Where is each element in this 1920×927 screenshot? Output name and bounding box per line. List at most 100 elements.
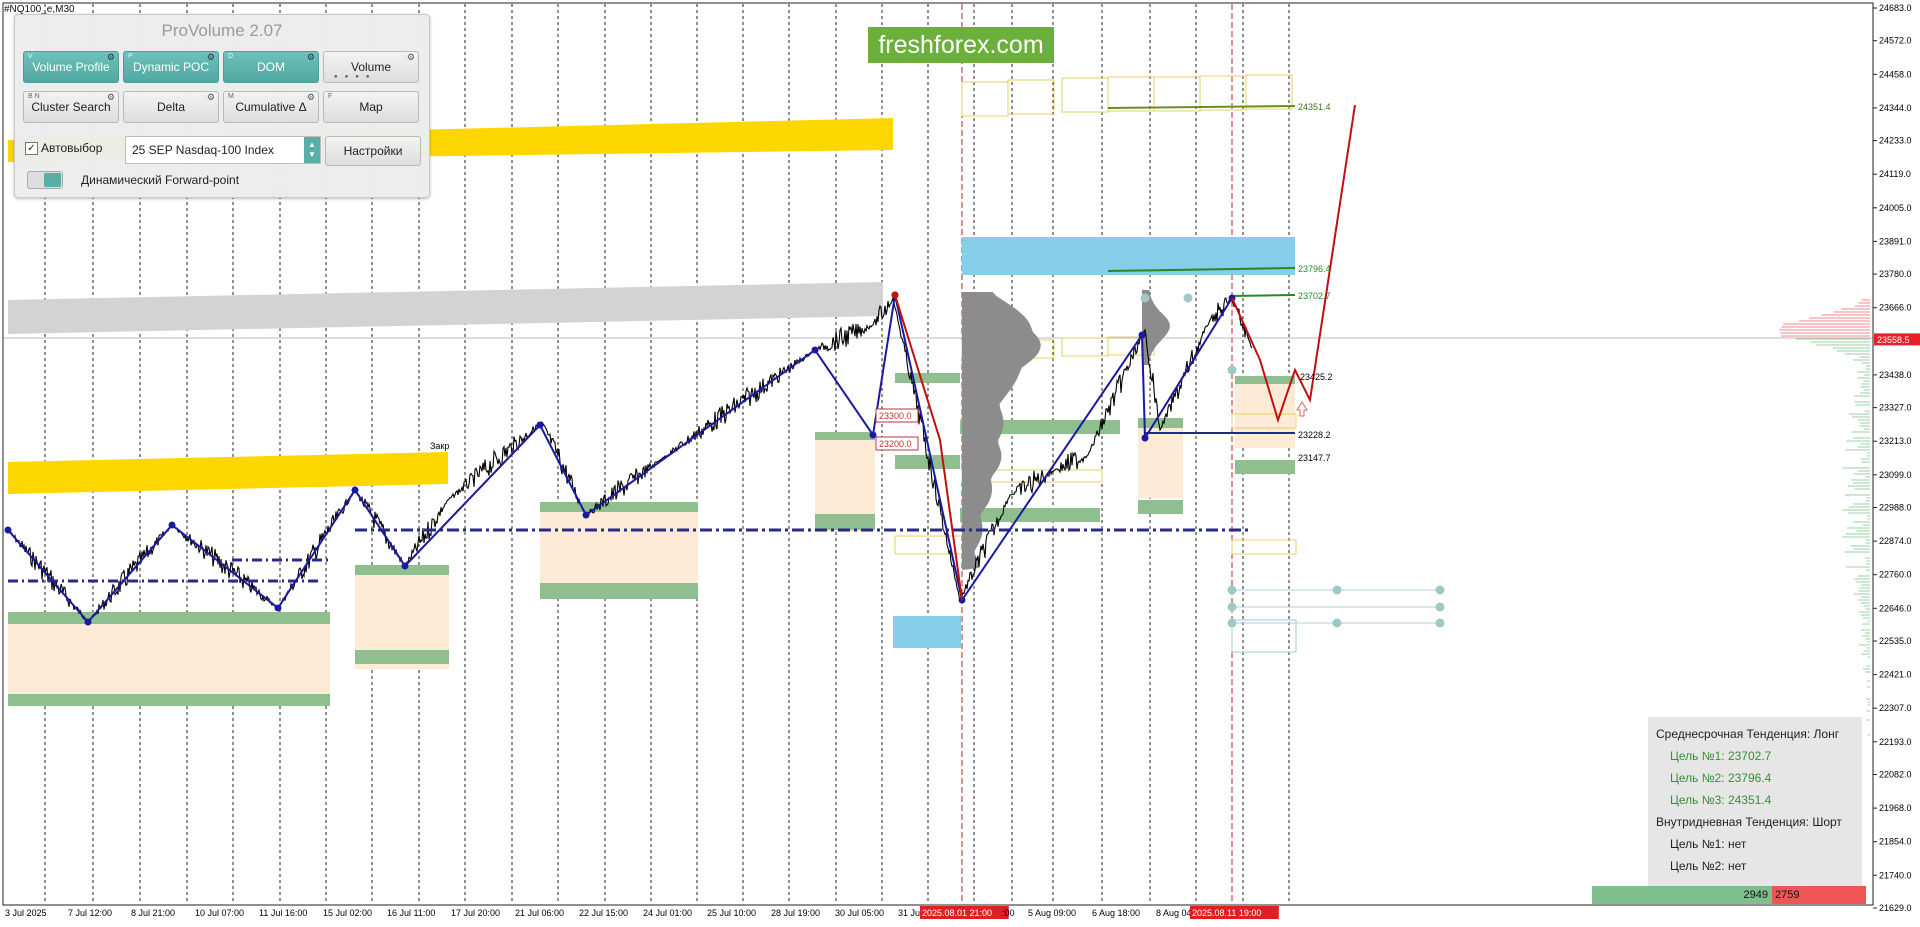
dynamic-poc-button[interactable]: P ⚙ Dynamic POC — [123, 51, 219, 83]
time-label: 2025.08.11 19:00 — [1192, 908, 1261, 918]
time-label: 6 Aug 18:00 — [1092, 908, 1140, 918]
value-area — [8, 620, 330, 700]
forward-point-toggle[interactable] — [27, 171, 63, 189]
zigzag-node — [1142, 435, 1149, 442]
intraday-target-1: Цель №1: нет — [1670, 837, 1746, 851]
sell-volume-bar: 2759 — [1772, 886, 1866, 904]
price-tick-label: 23438.0 — [1879, 370, 1912, 380]
price-tick-label: 22760.0 — [1879, 570, 1912, 580]
handle-dot — [1436, 619, 1445, 628]
intraday-target-2: Цель №2: нет — [1670, 859, 1746, 873]
forward-point-label: Динамический Forward-point — [81, 173, 239, 187]
price-tick-label: 23099.0 — [1879, 470, 1912, 480]
gear-icon[interactable]: ⚙ — [307, 92, 315, 103]
delta-label: Delta — [157, 100, 185, 114]
price-tick-label: 22421.0 — [1879, 670, 1912, 680]
provolume-panel: ProVolume 2.07 V ⚙ Volume Profile P ⚙ Dy… — [14, 14, 430, 198]
level-label-24351: 24351.4 — [1298, 102, 1331, 112]
map-button[interactable]: F Map — [323, 91, 419, 123]
level-label-23702: 23702.7 — [1298, 291, 1331, 301]
volume-profile-label: Volume Profile — [32, 60, 109, 74]
dynamic-poc-label: Dynamic POC — [133, 60, 209, 74]
settings-button[interactable]: Настройки — [325, 136, 421, 166]
value-area — [1235, 378, 1295, 448]
price-tick-label: 23666.0 — [1879, 303, 1912, 313]
instrument-select[interactable]: 25 SEP Nasdaq-100 Index ▲ ▼ — [125, 136, 321, 164]
hotkey-label: F — [328, 93, 332, 100]
vah-line — [8, 612, 330, 624]
level-label-23425: 23425.2 — [1300, 372, 1333, 382]
zigzag-node — [5, 527, 12, 534]
cluster-search-button[interactable]: B N ⚙ Cluster Search — [23, 91, 119, 123]
price-tick-label: 23891.0 — [1879, 236, 1912, 246]
val-line — [815, 514, 875, 530]
toggle-knob[interactable] — [44, 173, 61, 187]
cluster-search-label: Cluster Search — [31, 100, 110, 114]
settings-label: Настройки — [344, 144, 403, 158]
vah-line — [540, 502, 698, 512]
price-tick-label: 24572.0 — [1879, 36, 1912, 46]
gear-icon[interactable]: ⚙ — [107, 92, 115, 103]
price-tick-label: 22535.0 — [1879, 636, 1912, 646]
gear-icon[interactable]: ⚙ — [307, 52, 315, 63]
handle-dot — [1228, 586, 1237, 595]
cumulative-delta-button[interactable]: M ⚙ Cumulative Δ — [223, 91, 319, 123]
level-label-23796: 23796.4 — [1298, 264, 1331, 274]
zigzag-node — [402, 563, 409, 570]
autoselect-checkbox[interactable]: ✓ Автовыбор — [25, 141, 102, 155]
price-tag-23300: 23300.0 — [879, 411, 912, 421]
hotkey-label: V — [28, 53, 33, 60]
handle-dot — [1436, 603, 1445, 612]
zigzag-node — [870, 432, 877, 439]
checkmark-icon[interactable]: ✓ — [25, 142, 38, 155]
sell-volume-value: 2759 — [1775, 889, 1799, 901]
gear-icon[interactable]: ⚙ — [207, 52, 215, 63]
price-tick-label: 22193.0 — [1879, 737, 1912, 747]
time-label: 30 Jul 05:00 — [835, 908, 884, 918]
gear-icon[interactable]: ⚙ — [407, 52, 415, 63]
level-label-23147: 23147.7 — [1298, 453, 1331, 463]
time-label: 5 Aug 09:00 — [1028, 908, 1076, 918]
intraday-trend-title: Внутридневная Тенденция: Шорт — [1656, 815, 1842, 829]
time-label: 16 Jul 11:00 — [387, 908, 435, 918]
price-tick-label: 21629.0 — [1879, 903, 1912, 913]
time-label: 22 Jul 15:00 — [579, 908, 628, 918]
price-tick-label: 24233.0 — [1879, 136, 1912, 146]
price-tick-label: 22307.0 — [1879, 703, 1912, 713]
val-line — [355, 650, 449, 664]
spinner-arrows-icon[interactable]: ▲ ▼ — [304, 137, 320, 163]
gear-icon[interactable]: ⚙ — [207, 92, 215, 103]
zigzag-node — [1139, 332, 1146, 339]
midterm-trend-title: Среднесрочная Тенденция: Лонг — [1656, 727, 1839, 741]
time-label: :00 — [1002, 908, 1015, 918]
price-tick-label: 24005.0 — [1879, 203, 1912, 213]
val-line — [1235, 460, 1295, 474]
time-axis: 3 Jul 2025 7 Jul 12:00 8 Jul 21:00 10 Jul 0… — [5, 906, 1279, 919]
val-line — [8, 694, 330, 706]
gear-icon[interactable]: ⚙ — [107, 52, 115, 63]
price-tick-label: 24344.0 — [1879, 103, 1912, 113]
time-label: 7 Jul 12:00 — [68, 908, 112, 918]
time-label: 28 Jul 19:00 — [771, 908, 820, 918]
midterm-target-1: Цель №1: 23702.7 — [1670, 749, 1771, 763]
volume-button[interactable]: ⚙ Volume ●●●● — [323, 51, 419, 83]
price-tick-label: 23327.0 — [1879, 403, 1912, 413]
time-label: 2025.08.01 21:00 — [922, 908, 992, 918]
current-price-label: 23558.5 — [1877, 335, 1910, 345]
delta-button[interactable]: ⚙ Delta — [123, 91, 219, 123]
price-tick-label: 22988.0 — [1879, 503, 1912, 513]
buy-volume-value: 2949 — [1744, 889, 1768, 901]
time-label: 17 Jul 20:00 — [451, 908, 500, 918]
handle-dot — [1228, 603, 1237, 612]
price-tick-label: 23780.0 — [1879, 269, 1912, 279]
buy-volume-bar: 2949 — [1592, 886, 1772, 904]
dom-button[interactable]: D ⚙ DOM — [223, 51, 319, 83]
price-axis: 24683.024572.024458.024344.024233.024119… — [1873, 3, 1920, 913]
volume-profile-button[interactable]: V ⚙ Volume Profile — [23, 51, 119, 83]
close-label: Закр — [430, 441, 449, 451]
blue-zone — [893, 616, 961, 648]
handle-dot — [1436, 586, 1445, 595]
zigzag-node — [275, 605, 282, 612]
map-label: Map — [359, 100, 382, 114]
price-tick-label: 24683.0 — [1879, 3, 1912, 13]
